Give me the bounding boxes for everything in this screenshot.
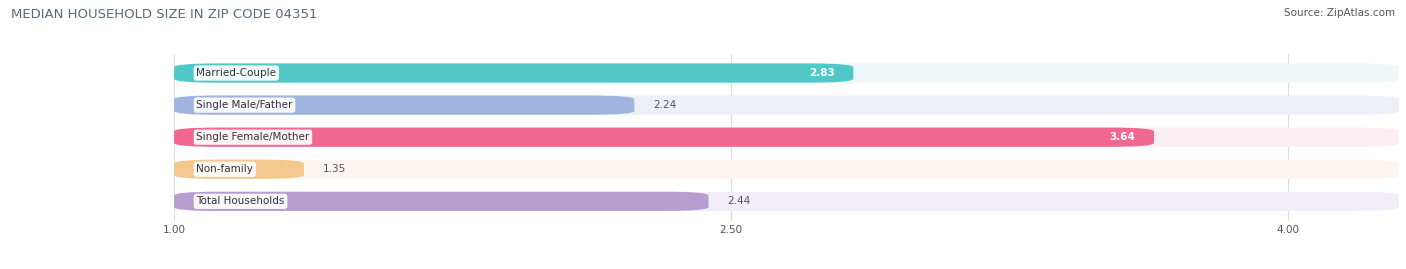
Text: 1.35: 1.35 [322, 164, 346, 174]
FancyBboxPatch shape [174, 95, 634, 115]
Text: 2.44: 2.44 [727, 196, 751, 206]
Text: MEDIAN HOUSEHOLD SIZE IN ZIP CODE 04351: MEDIAN HOUSEHOLD SIZE IN ZIP CODE 04351 [11, 8, 318, 21]
Text: 3.64: 3.64 [1109, 132, 1136, 142]
Text: Single Male/Father: Single Male/Father [197, 100, 292, 110]
FancyBboxPatch shape [174, 160, 304, 179]
FancyBboxPatch shape [174, 128, 1154, 147]
Text: 2.83: 2.83 [808, 68, 835, 78]
Text: Single Female/Mother: Single Female/Mother [197, 132, 309, 142]
Text: Non-family: Non-family [197, 164, 253, 174]
Text: 2.24: 2.24 [652, 100, 676, 110]
FancyBboxPatch shape [174, 128, 1399, 147]
FancyBboxPatch shape [174, 192, 1399, 211]
FancyBboxPatch shape [174, 63, 853, 83]
Text: Total Households: Total Households [197, 196, 284, 206]
FancyBboxPatch shape [174, 160, 1399, 179]
FancyBboxPatch shape [174, 95, 1399, 115]
FancyBboxPatch shape [174, 192, 709, 211]
Text: Source: ZipAtlas.com: Source: ZipAtlas.com [1284, 8, 1395, 18]
Text: Married-Couple: Married-Couple [197, 68, 277, 78]
FancyBboxPatch shape [174, 63, 1399, 83]
